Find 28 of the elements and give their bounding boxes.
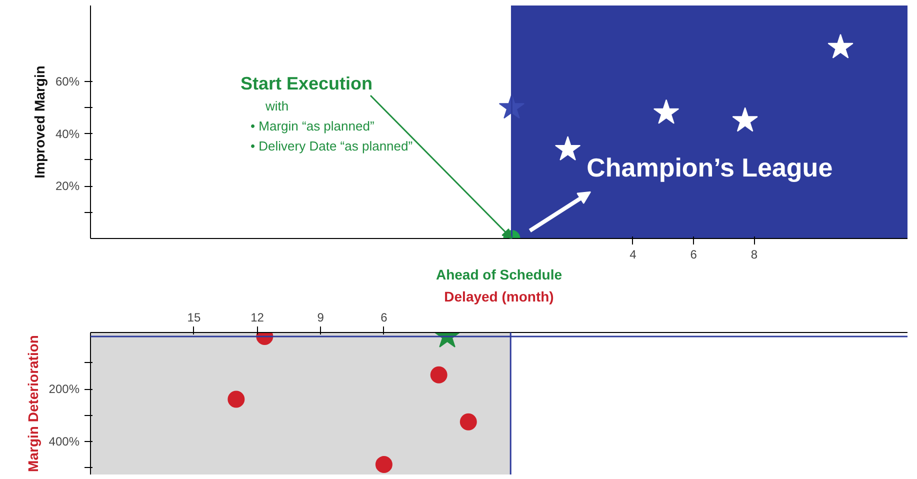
y-tick-label: 400%: [48, 434, 80, 449]
y-axis-title: Improved Margin: [31, 66, 48, 178]
y-tick-label: 200%: [48, 382, 80, 396]
annotation: Start Execution: [240, 74, 373, 94]
x-tick-label: 4: [630, 248, 637, 262]
y-tick-label: 40%: [55, 126, 80, 141]
point: [228, 390, 245, 408]
point: [430, 366, 448, 384]
y-tick-label: 60%: [55, 74, 80, 88]
annotation: • Margin “as planned”: [250, 118, 374, 134]
point: [732, 107, 758, 132]
x-axis-title: Delayed (month): [444, 288, 554, 304]
y-axis-title: Margin Deterioration: [24, 335, 41, 472]
x-tick-label: 9: [317, 310, 324, 324]
x-tick-label: 15: [187, 310, 201, 324]
x-tick-label: 12: [250, 310, 264, 324]
x-tick-label: 6: [690, 248, 698, 262]
annotation: • Delivery Date “as planned”: [250, 138, 413, 154]
y-tick-label: 20%: [55, 179, 80, 194]
point: [554, 136, 581, 161]
annotation: with: [264, 98, 289, 114]
point: [375, 456, 392, 473]
band-label: Champion’s League: [586, 152, 833, 183]
x-tick-label: 8: [750, 248, 758, 262]
point: [653, 99, 680, 124]
point: [460, 413, 477, 430]
x-tick-label: 6: [380, 310, 388, 324]
x-axis-title: Ahead of Schedule: [436, 266, 562, 282]
